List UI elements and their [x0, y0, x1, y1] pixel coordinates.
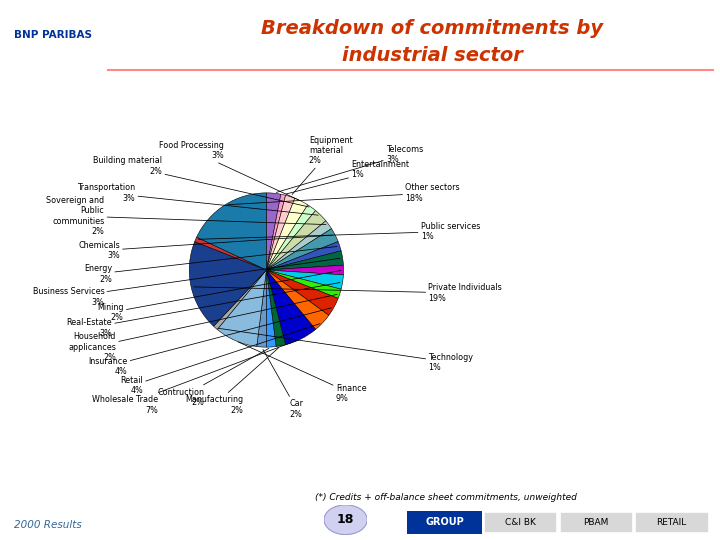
Text: Other sectors
18%: Other sectors 18%	[228, 183, 460, 205]
Text: Telecoms
3%: Telecoms 3%	[276, 145, 423, 192]
Text: Household
applicances
2%: Household applicances 2%	[68, 294, 337, 362]
Wedge shape	[266, 270, 343, 289]
Wedge shape	[266, 251, 343, 270]
Text: Building material
2%: Building material 2%	[94, 156, 309, 207]
Text: Food Processing
3%: Food Processing 3%	[159, 141, 299, 200]
Bar	[635, 512, 708, 532]
Bar	[559, 512, 632, 532]
Text: Insurance
4%: Insurance 4%	[89, 308, 331, 376]
Text: 18: 18	[337, 513, 354, 526]
Wedge shape	[194, 237, 266, 270]
Wedge shape	[266, 241, 341, 270]
Text: Transportation
3%: Transportation 3%	[77, 183, 318, 215]
Text: Breakdown of commitments by: Breakdown of commitments by	[261, 19, 603, 38]
Wedge shape	[266, 195, 294, 270]
Wedge shape	[266, 221, 331, 270]
Bar	[484, 512, 557, 532]
Wedge shape	[266, 270, 286, 347]
Text: Private Individuals
19%: Private Individuals 19%	[194, 284, 502, 303]
Text: RETAIL: RETAIL	[656, 518, 687, 526]
Wedge shape	[266, 265, 343, 275]
Wedge shape	[266, 198, 307, 270]
Ellipse shape	[324, 505, 367, 535]
Wedge shape	[266, 205, 315, 270]
Wedge shape	[189, 241, 266, 326]
Text: GROUP: GROUP	[426, 517, 464, 527]
Text: 2000 Results: 2000 Results	[14, 520, 82, 530]
Text: Energy
2%: Energy 2%	[84, 246, 337, 284]
Text: Contruction
2%: Contruction 2%	[158, 348, 269, 407]
Text: Retail
4%: Retail 4%	[120, 323, 320, 395]
Wedge shape	[266, 194, 286, 270]
Text: Equipment
material
2%: Equipment material 2%	[292, 136, 353, 194]
Wedge shape	[266, 211, 326, 270]
Wedge shape	[266, 270, 329, 329]
Text: Car
2%: Car 2%	[263, 349, 304, 418]
Text: Business Services
3%: Business Services 3%	[32, 258, 340, 307]
Wedge shape	[266, 270, 341, 299]
Wedge shape	[266, 270, 276, 347]
Text: BNP PARIBAS: BNP PARIBAS	[14, 30, 92, 40]
Text: Mining
2%: Mining 2%	[97, 271, 341, 322]
Text: industrial sector: industrial sector	[341, 46, 523, 65]
Wedge shape	[266, 193, 281, 270]
Wedge shape	[266, 270, 315, 345]
Wedge shape	[214, 270, 266, 329]
Wedge shape	[266, 270, 338, 315]
Text: Finance
9%: Finance 9%	[238, 342, 366, 403]
Wedge shape	[257, 270, 266, 347]
Text: PBAM: PBAM	[583, 518, 608, 526]
Text: Wholesale Trade
7%: Wholesale Trade 7%	[92, 340, 299, 415]
Text: (*) Credits + off-balance sheet commitments, unweighted: (*) Credits + off-balance sheet commitme…	[315, 493, 577, 502]
Text: C&I BK: C&I BK	[505, 518, 536, 526]
Text: Sovereign and
Public
communities
2%: Sovereign and Public communities 2%	[46, 196, 326, 236]
Text: Chemicals
3%: Chemicals 3%	[78, 235, 333, 260]
Text: Real-Estate
3%: Real-Estate 3%	[66, 282, 340, 338]
Text: Entertainment
1%: Entertainment 1%	[286, 160, 409, 194]
Wedge shape	[266, 228, 338, 270]
Bar	[407, 511, 482, 534]
Wedge shape	[217, 270, 266, 347]
Wedge shape	[197, 193, 266, 270]
Text: Technology
1%: Technology 1%	[218, 328, 474, 372]
Text: Manufacturing
2%: Manufacturing 2%	[185, 348, 279, 415]
Text: Public services
1%: Public services 1%	[199, 222, 480, 241]
